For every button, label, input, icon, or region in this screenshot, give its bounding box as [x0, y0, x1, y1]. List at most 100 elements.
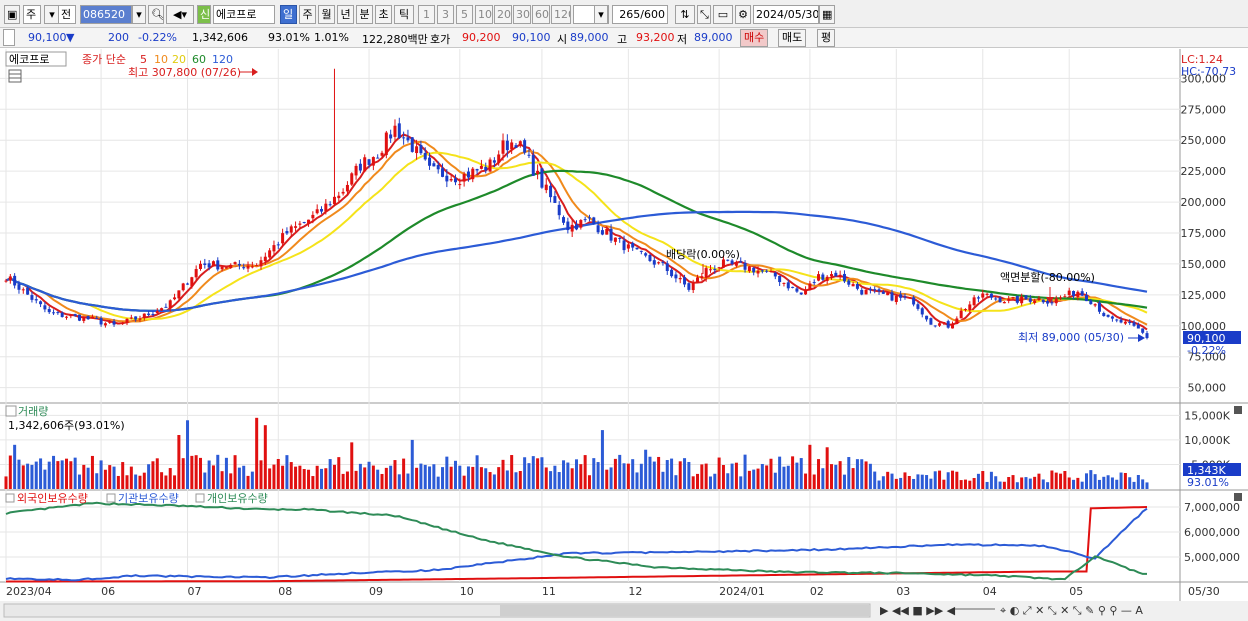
candle-body [665, 263, 669, 272]
volume-bar [903, 472, 907, 489]
volume-bar [527, 463, 531, 489]
volume-bar [320, 468, 324, 489]
minute-30[interactable]: 30 [513, 5, 531, 24]
period-dropdown-icon[interactable]: ▾ [594, 5, 608, 24]
candle-body [916, 304, 920, 309]
inst-toggle[interactable] [106, 493, 116, 503]
prev-button[interactable]: 전 [58, 5, 76, 24]
save-icon[interactable]: ▭ [713, 5, 733, 24]
compare-icon[interactable]: ⇅ [675, 5, 695, 24]
volume-bar [1136, 475, 1140, 489]
volume-bar [332, 464, 336, 489]
volume-bar [704, 463, 708, 489]
volume-bar [804, 473, 808, 489]
minute-60[interactable]: 60 [532, 5, 550, 24]
scroll-buttons-icon[interactable]: ▶ ◀◀ ■ ▶▶ ◀ [880, 604, 956, 617]
gear-icon[interactable]: ⚙ [735, 5, 751, 24]
candle-body [739, 261, 743, 263]
volume-bar [285, 455, 289, 489]
volume-bar [484, 468, 488, 489]
candle-body [4, 280, 8, 282]
speaker-icon[interactable]: ◀▾ [166, 5, 194, 24]
draw-tools-icon[interactable]: ⌖ ◐ ⤢ ✕ ⤡ ✕ ⤡ ✎ ⚲ ⚲ — A [1000, 604, 1143, 617]
volume-bar [350, 442, 354, 489]
volume-bar [211, 465, 215, 489]
candle-body [311, 214, 315, 219]
minute-1[interactable]: 1 [418, 5, 435, 24]
volume-bar [587, 475, 591, 489]
volume-bar [968, 480, 972, 489]
candle-body [1132, 322, 1136, 326]
holding-close-icon[interactable] [1234, 493, 1242, 501]
tab-year[interactable]: 년 [337, 5, 354, 24]
volume-bar [1046, 482, 1050, 489]
dropdown-icon[interactable]: ▾ [44, 5, 60, 24]
holding-toggle[interactable] [5, 493, 15, 503]
tab-month[interactable]: 월 [318, 5, 335, 24]
scrollbar-thumb[interactable] [500, 605, 870, 616]
tab-week[interactable]: 주 [299, 5, 316, 24]
candle-body [687, 283, 691, 290]
volume-bar [479, 467, 483, 489]
minute-120[interactable]: 120 [551, 5, 571, 24]
date-field[interactable]: 2024/05/30 [753, 5, 819, 24]
period-mode-select[interactable]: 주 [23, 5, 41, 24]
calendar-icon[interactable]: ▦ [819, 5, 835, 24]
candle-body [272, 245, 276, 252]
stock-code-input[interactable]: 086520 [80, 5, 132, 24]
window-icon[interactable]: ▣ [4, 5, 20, 24]
stock-name-field[interactable]: 에코프로 [213, 5, 275, 24]
candle-body [1110, 316, 1114, 319]
volume-bar [458, 465, 462, 489]
minute-5[interactable]: 5 [456, 5, 473, 24]
candle-body [635, 247, 639, 250]
tab-minute[interactable]: 분 [356, 5, 373, 24]
tools-icon[interactable]: ⤡ [697, 5, 711, 24]
ma-prefix: 종가 단순 [82, 53, 126, 66]
candle-body [328, 204, 332, 206]
candle-body [505, 140, 509, 151]
candle-body [289, 226, 293, 233]
minute-10[interactable]: 10 [475, 5, 493, 24]
candle-body [17, 284, 21, 290]
expand-icon[interactable] [3, 29, 15, 46]
volume-bar [449, 466, 453, 489]
candle-body [1002, 302, 1006, 304]
sell-button[interactable]: 매도 [778, 29, 807, 47]
buy-button[interactable]: 매수 [740, 29, 769, 47]
code-dropdown-icon[interactable]: ▾ [132, 5, 146, 24]
candle-body [181, 283, 185, 291]
volume-bar [1097, 479, 1101, 489]
volume-bar [453, 460, 457, 489]
volume-bar [103, 469, 107, 489]
volume-bar [246, 475, 250, 489]
volume-bar [925, 475, 929, 489]
x-tick-label: 2023/04 [6, 585, 52, 598]
table-icon[interactable] [8, 69, 22, 83]
volume-bar [242, 465, 246, 489]
candle-body [933, 325, 937, 327]
count-display[interactable]: 265/600 [612, 5, 668, 24]
volume-toggle[interactable] [5, 405, 17, 417]
candle-body [799, 292, 803, 295]
minute-3[interactable]: 3 [437, 5, 454, 24]
tab-tick[interactable]: 틱 [394, 5, 414, 24]
avg-button[interactable]: 평 [817, 29, 836, 47]
candle-body [946, 321, 950, 328]
tab-day[interactable]: 일 [280, 5, 297, 24]
minute-20[interactable]: 20 [494, 5, 512, 24]
indiv-toggle[interactable] [195, 493, 205, 503]
candle-body [229, 264, 233, 269]
candle-body [13, 275, 17, 286]
search-icon[interactable]: 🔍︎ [148, 5, 164, 24]
volume-bar [769, 458, 773, 489]
volume-close-icon[interactable] [1234, 406, 1242, 414]
tab-second[interactable]: 초 [375, 5, 392, 24]
candle-body [1106, 314, 1110, 317]
hc-value: HC:-70.73 [1181, 65, 1236, 78]
candle-body [587, 217, 591, 219]
volume-bar [747, 470, 751, 489]
candle-body [129, 317, 133, 319]
